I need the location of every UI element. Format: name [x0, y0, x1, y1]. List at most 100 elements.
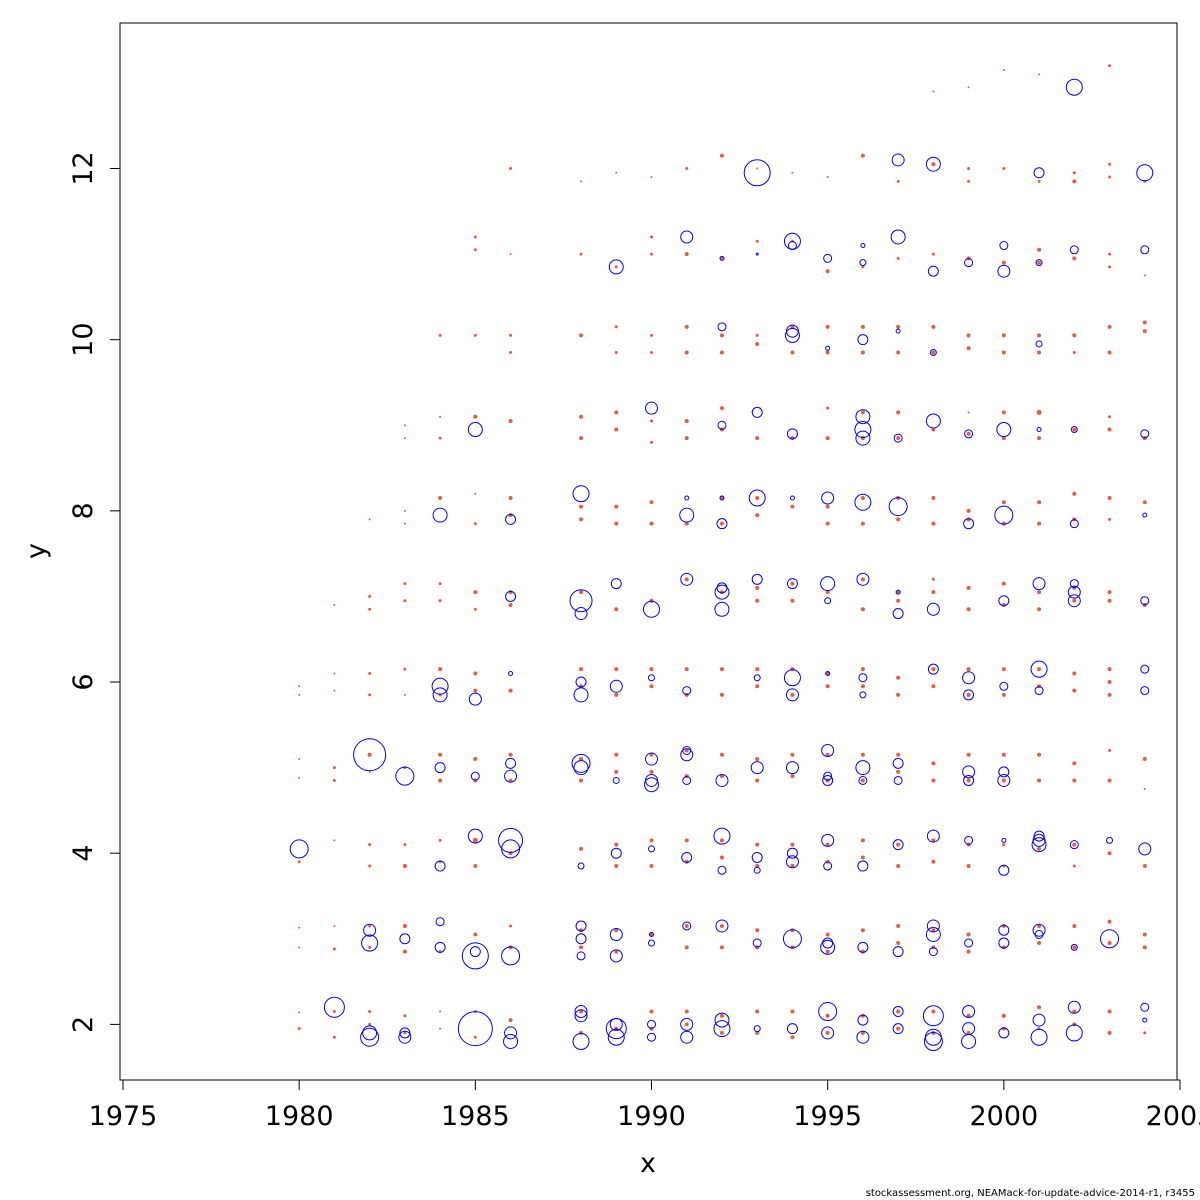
filled-bubble	[1037, 179, 1041, 183]
open-bubble	[999, 681, 1009, 691]
open-bubble	[680, 572, 694, 586]
filled-bubble	[931, 778, 936, 783]
filled-bubble	[614, 692, 619, 697]
open-bubble	[610, 847, 622, 859]
filled-bubble	[790, 504, 795, 509]
filled-bubble	[333, 839, 336, 842]
open-bubble	[925, 413, 941, 429]
open-bubble	[607, 1028, 625, 1046]
open-bubble	[858, 775, 868, 785]
open-bubble	[895, 589, 901, 595]
open-bubble	[1070, 426, 1078, 434]
y-tick-label: 2	[68, 1016, 99, 1033]
filled-bubble	[508, 1018, 513, 1023]
filled-bubble	[1037, 846, 1042, 851]
open-bubble	[575, 676, 587, 688]
open-bubble	[645, 401, 658, 415]
filled-bubble	[579, 1009, 584, 1014]
open-bubble	[755, 252, 759, 256]
filled-bubble	[1072, 688, 1077, 693]
filled-bubble	[1107, 692, 1112, 697]
open-bubble	[681, 851, 693, 863]
open-bubble	[892, 608, 904, 620]
open-bubble	[962, 1005, 976, 1019]
filled-bubble	[650, 176, 653, 179]
filled-bubble	[403, 599, 407, 603]
filled-bubble	[755, 757, 760, 762]
open-bubble	[434, 941, 446, 953]
filled-bubble	[614, 949, 619, 954]
filled-bubble	[755, 496, 760, 501]
open-bubble	[1070, 943, 1078, 951]
filled-bubble	[368, 770, 371, 773]
filled-bubble	[896, 1009, 901, 1014]
filled-bubble	[439, 415, 442, 418]
open-bubble	[679, 507, 695, 523]
filled-bubble	[685, 166, 689, 170]
open-bubble	[362, 1025, 378, 1041]
filled-bubble	[579, 1030, 584, 1035]
open-bubble	[1030, 660, 1048, 678]
open-bubble	[1032, 577, 1046, 591]
filled-bubble	[755, 684, 760, 689]
open-bubble	[750, 761, 764, 775]
open-bubble	[1140, 664, 1150, 674]
open-bubble	[399, 933, 411, 945]
open-bubble	[469, 946, 481, 958]
open-bubble	[1106, 836, 1114, 844]
open-bubble	[998, 1027, 1010, 1039]
filled-bubble	[403, 509, 406, 512]
open-bubble	[963, 689, 975, 701]
open-bubble	[1031, 837, 1047, 853]
filled-bubble	[755, 239, 759, 243]
filled-bubble	[896, 590, 900, 594]
open-bubble	[1033, 167, 1045, 179]
filled-bubble	[1072, 945, 1077, 950]
open-bubble	[647, 1032, 656, 1042]
filled-bubble	[860, 1030, 865, 1035]
open-bubble	[572, 485, 590, 503]
filled-bubble	[579, 333, 584, 338]
filled-bubble	[931, 761, 936, 766]
filled-bubble	[860, 436, 865, 441]
open-bubble	[821, 491, 835, 505]
filled-bubble	[1108, 517, 1112, 521]
filled-bubble	[298, 776, 301, 779]
filled-bubble	[614, 521, 619, 526]
open-bubble	[823, 253, 833, 263]
filled-bubble	[332, 778, 336, 782]
open-bubble	[857, 941, 869, 953]
open-bubble	[572, 1032, 590, 1050]
filled-bubble	[967, 411, 970, 414]
filled-bubble	[966, 333, 971, 338]
open-bubble	[822, 774, 834, 786]
filled-bubble	[579, 436, 584, 441]
filled-bubble	[896, 517, 901, 522]
filled-bubble	[1142, 500, 1147, 505]
filled-bubble	[614, 504, 619, 509]
open-bubble	[609, 1017, 623, 1031]
filled-bubble	[649, 1009, 654, 1014]
open-bubble	[926, 602, 940, 616]
filled-bubble	[614, 928, 619, 933]
filled-bubble	[790, 864, 795, 869]
open-bubble	[648, 674, 655, 682]
filled-bubble	[860, 928, 865, 933]
open-bubble	[782, 929, 802, 949]
filled-bubble	[332, 766, 336, 770]
filled-bubble	[368, 945, 372, 949]
filled-bubble	[403, 582, 407, 586]
filled-bubble	[791, 171, 794, 174]
filled-bubble	[403, 667, 407, 671]
open-bubble	[1065, 1024, 1083, 1042]
filled-bubble	[1107, 350, 1112, 355]
open-bubble	[432, 687, 448, 703]
filled-bubble	[931, 667, 936, 672]
filled-bubble	[755, 778, 760, 783]
open-bubble	[682, 775, 692, 785]
filled-bubble	[1108, 64, 1112, 68]
open-bubble	[1067, 594, 1081, 608]
filled-bubble	[579, 414, 584, 419]
filled-bubble	[966, 1013, 971, 1018]
open-bubble	[857, 860, 869, 872]
